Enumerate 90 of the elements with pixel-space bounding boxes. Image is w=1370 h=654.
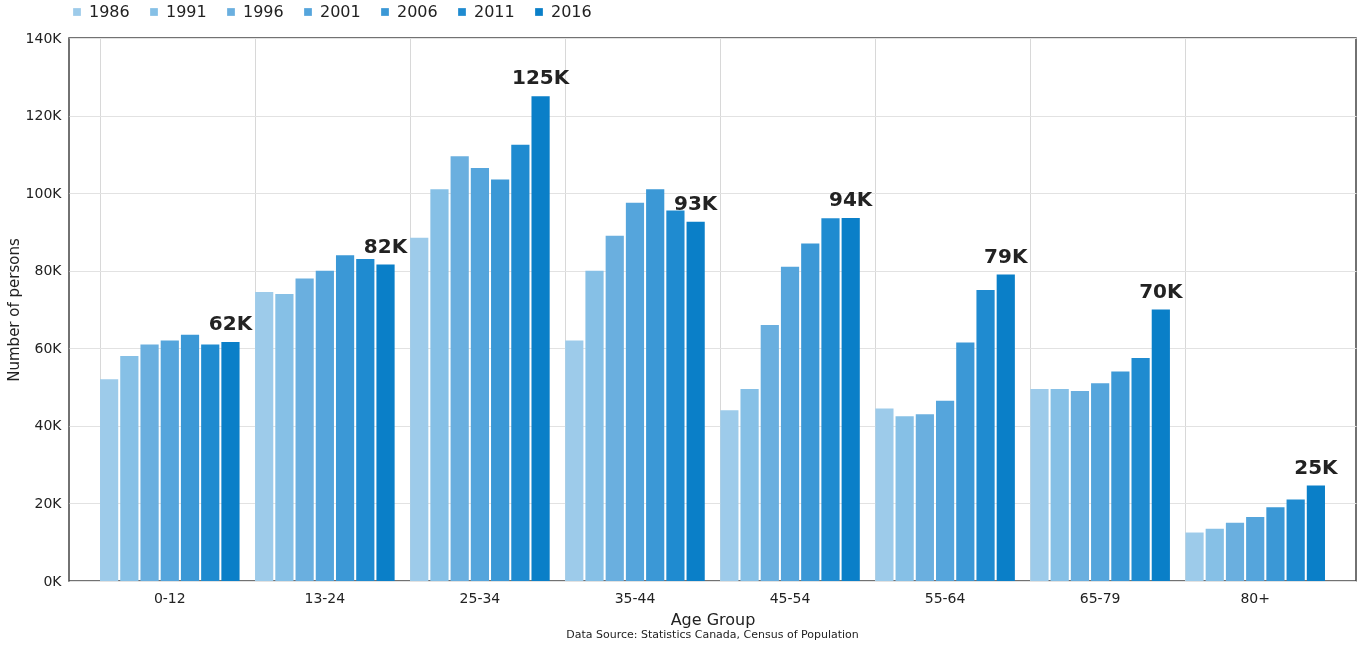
bar [1286,499,1305,581]
bar [740,389,759,581]
bar [410,237,429,581]
bar [1306,485,1325,581]
data-label: 25K [1294,454,1340,479]
legend-label: 1991 [166,2,207,21]
y-tick-label: 20K [34,494,63,511]
bar [160,340,179,581]
x-tick-label: 0-12 [153,589,186,606]
bar [335,255,355,581]
x-tick-label: 13-24 [304,589,346,606]
legend-label: 2006 [397,2,438,21]
bar [275,293,294,581]
bar [841,217,860,581]
bar [720,410,739,581]
bar [1131,357,1150,581]
bar [625,202,645,581]
bar [491,179,510,581]
bar [1050,389,1069,581]
bar [511,144,530,581]
bar [295,278,314,581]
data-label: 93K [673,190,719,215]
bar [1266,507,1285,581]
x-tick-label: 80+ [1240,589,1270,606]
bar [935,400,955,581]
bar [255,292,274,581]
bar [605,235,624,581]
bar [1030,389,1049,581]
bar [1205,528,1224,581]
bar [666,210,685,581]
bar [895,416,914,581]
bar [821,218,840,581]
bar [976,290,995,581]
x-tick-label: 55-64 [924,589,966,606]
bar [956,342,975,581]
bar [100,379,119,581]
y-tick-label: 100K [25,184,63,201]
bar [1225,522,1245,581]
legend-label: 1986 [89,2,130,21]
legend-label: 2011 [474,2,515,21]
x-tick-label: 35-44 [614,589,656,606]
y-axis-title: Number of persons [4,238,23,382]
data-label: 94K [829,186,874,211]
bar [780,266,800,581]
bar [450,156,469,581]
legend-label: 2001 [320,2,361,21]
data-label: 79K [984,243,1029,268]
data-label: 82K [363,233,409,258]
legend-label: 2016 [551,2,592,21]
bar [1246,517,1265,581]
bar [180,334,200,581]
bar [315,270,334,581]
bar [1091,383,1110,581]
bar [356,259,375,581]
y-tick-label: 120K [25,107,63,124]
bar [996,274,1015,581]
data-label: 125K [511,65,571,90]
bar [875,408,894,581]
bar [221,342,240,581]
bar [686,221,705,581]
bar [120,356,139,581]
bar [915,414,934,581]
y-tick-label: 140K [25,29,63,46]
y-tick-label: 40K [34,417,63,434]
x-tick-label: 25-34 [459,589,501,606]
data-label: 62K [208,311,254,336]
x-tick-label: 65-79 [1079,589,1121,606]
bar [646,189,665,581]
bar [565,340,584,581]
bar [531,96,550,581]
data-label: 70K [1139,278,1184,303]
bar [585,270,604,581]
bar [376,264,395,581]
bar [140,344,159,581]
y-tick-label: 60K [34,339,63,356]
bar [1111,371,1130,581]
y-tick-label: 0K [43,572,63,589]
legend-label: 1996 [243,2,284,21]
y-tick-label: 80K [34,262,63,279]
source-note: Data Source: Statistics Canada, Census of Population [566,628,859,641]
bar [470,167,490,581]
bar [430,189,449,581]
bar [1185,532,1204,581]
bar [760,325,779,581]
x-axis-title: Age Group [670,609,756,629]
bar [1151,309,1170,581]
bar [801,243,820,581]
bar [1070,390,1090,581]
x-tick-label: 45-54 [769,589,811,606]
bar [201,344,220,581]
